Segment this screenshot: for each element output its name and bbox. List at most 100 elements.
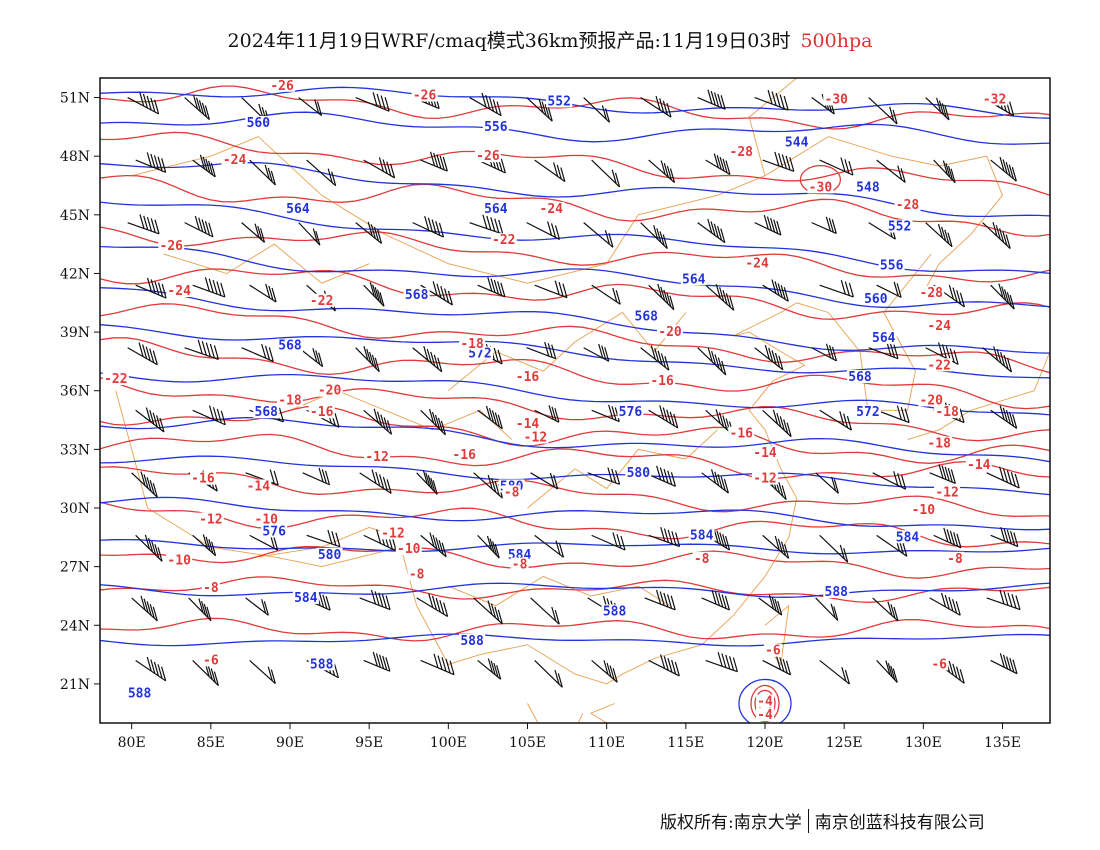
wind-barb-flag [659, 231, 665, 246]
wind-barb-flag [154, 99, 160, 115]
wind-barb-staff [583, 222, 614, 248]
wind-barb [188, 597, 212, 622]
wind-barb-flag [675, 532, 681, 547]
wind-barb-flag [1006, 470, 1012, 485]
wind-barb-flag [430, 477, 436, 492]
wind-barb-flag [547, 221, 553, 236]
temperature-label-bg [918, 285, 945, 299]
wind-barb-flag [145, 407, 151, 422]
wind-barb-flag [720, 228, 726, 243]
wind-barb-staff [534, 284, 568, 299]
temperature-label: -14 [516, 417, 540, 432]
wind-barb-flag [944, 466, 950, 482]
wind-barb-flag [660, 160, 666, 175]
wind-barb-flag [265, 283, 271, 299]
wind-barb-flag [952, 287, 958, 302]
temperature-label: -22 [310, 294, 333, 309]
wind-barb-flag [491, 410, 497, 425]
temperature-label-bg [823, 92, 850, 106]
wind-barb-flag [902, 542, 908, 557]
wind-barb-flag [707, 218, 713, 234]
wind-barb [815, 472, 839, 494]
wind-barb-flag [556, 164, 562, 180]
wind-barb [412, 215, 445, 238]
wind-barb-flag [378, 592, 384, 607]
wind-barb-flag [953, 532, 959, 547]
wind-barb-flag [598, 343, 604, 359]
wind-barb-staff [534, 660, 563, 688]
wind-barb-flag [205, 536, 211, 552]
wind-barb-flag [430, 351, 436, 367]
temperature-label: -26 [160, 239, 184, 254]
wind-barb-flag [941, 465, 947, 480]
wind-barb-flag [389, 163, 396, 178]
wind-barb-flag [662, 100, 668, 115]
wind-barb-flag [315, 230, 321, 246]
wind-barb-staff [249, 534, 278, 551]
wind-barb-flag [831, 476, 837, 492]
wind-barb-flag [157, 547, 163, 562]
x-tick-label: 110E [588, 735, 625, 751]
height-label: 584 [294, 591, 318, 606]
wind-barb-flag [154, 219, 160, 234]
wind-barb [416, 469, 438, 495]
wind-barb-staff [868, 97, 898, 125]
wind-barb-flag [653, 225, 659, 240]
wind-barb [925, 342, 959, 365]
wind-barb-flag [778, 153, 784, 168]
wind-barb-flag [434, 414, 441, 430]
temperature-label: -18 [278, 393, 302, 408]
wind-barb-flag [657, 283, 663, 299]
wind-barb-flag [1006, 656, 1012, 671]
temperature-label: -6 [203, 653, 219, 668]
wind-barb-flag [601, 345, 607, 360]
wind-barb [868, 97, 898, 125]
wind-barb-staff [534, 534, 564, 558]
wind-barb-flag [554, 280, 560, 295]
wind-barb-flag [551, 406, 557, 421]
wind-barb-flag [494, 218, 500, 233]
temperature-label-bg [657, 325, 683, 339]
temperature-label-bg [221, 153, 248, 167]
wind-barb-flag [942, 160, 948, 175]
wind-barb-flag [725, 293, 731, 308]
low-pressure-ring [750, 684, 780, 723]
height-label: 556 [880, 259, 904, 274]
wind-barb-staff [811, 347, 837, 362]
wind-barb [534, 660, 563, 688]
wind-barb-flag [722, 415, 728, 430]
temperature-label-bg [807, 180, 834, 194]
wind-barb-flag [893, 606, 899, 622]
wind-barb-flag [614, 407, 620, 422]
wind-barb-flag [438, 222, 445, 238]
wind-barb [473, 472, 504, 499]
wind-barb-flag [611, 169, 617, 184]
wind-barb [184, 339, 220, 360]
wind-barb-staff [473, 597, 503, 625]
wind-barb [355, 221, 383, 244]
wind-barb-flag [381, 594, 388, 609]
wind-barb-flag [781, 485, 787, 500]
wind-barb-flag [146, 656, 152, 672]
wind-barb-flag [955, 666, 962, 681]
temperature-label-bg [649, 373, 676, 387]
wind-barb-flag [666, 165, 672, 181]
wind-barb-flag [999, 466, 1005, 481]
wind-barb [363, 408, 393, 435]
wind-barb-flag [205, 158, 211, 174]
temperature-label-bg [166, 553, 193, 567]
wind-barb [135, 534, 163, 562]
wind-barb-staff [192, 660, 219, 686]
wind-barb-flag [498, 219, 504, 235]
wind-barb-flag [728, 656, 735, 671]
height-contours [100, 86, 1050, 723]
wind-barb-staff [534, 159, 566, 183]
wind-barb-flag [843, 413, 849, 428]
wind-barb-flag [554, 669, 560, 685]
wind-barb-flag [659, 98, 665, 113]
temperature-label: -10 [912, 503, 936, 518]
height-label: 564 [682, 272, 706, 287]
temperature-label-bg [201, 653, 220, 667]
wind-barb [811, 343, 838, 362]
wind-barb-flag [711, 350, 717, 366]
